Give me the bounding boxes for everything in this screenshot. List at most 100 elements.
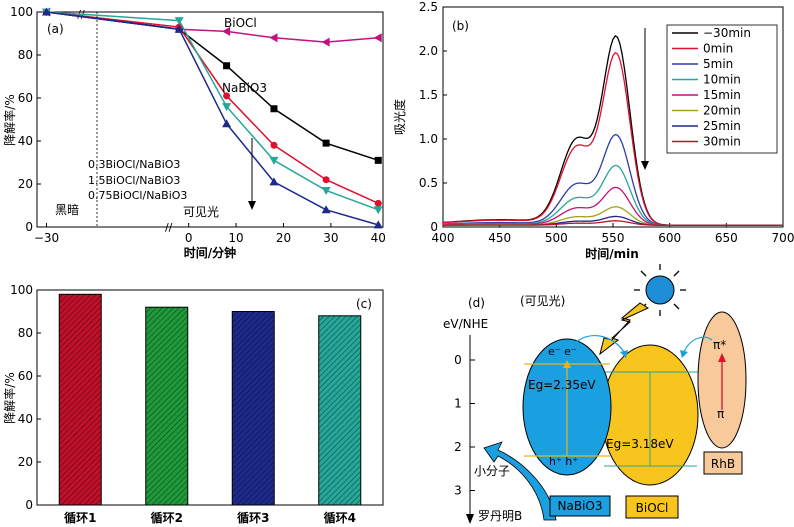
a-series-line [46,11,379,211]
panel-a-label: (a) [47,22,64,36]
a-data-point [373,33,382,43]
a-data-point [41,7,51,16]
a-data-point [322,176,330,184]
panel-d-label: (d) [468,296,485,310]
b-legend-entry: −30min [703,26,751,40]
c-xtick: 循环1 [64,510,96,525]
b-ytick: 0 [430,220,438,234]
electrons-label: e⁻ e⁻ [548,345,577,358]
a-ytick: 0 [25,220,33,234]
holes-label: h⁺ h⁺ [549,455,578,468]
label-dark: 黑暗 [55,202,79,217]
a-ytick: 80 [18,48,33,62]
b-legend-entry: 5min [703,57,733,71]
b-legend-entry: 10min [703,73,741,87]
b-ytick: 1.0 [419,132,438,146]
a-xtick: 10 [228,231,243,245]
a-xtick: −30 [34,231,59,245]
a-xtick: 30 [323,231,338,245]
energy-tick: 1 [454,397,462,411]
c-xtick: 循环3 [237,510,269,525]
b-ytick: 2.0 [419,44,438,58]
b-ytick: 1.5 [419,88,438,102]
a-series-line [46,11,379,43]
energy-tick: 3 [454,484,462,498]
a-data-point [174,24,184,33]
panel-a-xlabel: 时间/分钟 [184,245,236,260]
a-data-point [269,156,279,165]
panel-a: (a) 降解率/% 时间/分钟 −30 0 10 20 30 40020406080100… [2,5,386,260]
a-data-point [373,206,383,215]
a-data-point [374,156,382,164]
a-ytick: 60 [18,91,33,105]
b-legend-entry: 20min [703,104,741,118]
lightning-icon [599,302,650,356]
panel-c-label: (c) [356,297,372,311]
a-series-line [46,11,379,162]
a-ytick: 20 [18,177,33,191]
bioci-box-label: BiOCl [636,501,669,515]
a-data-point [321,205,331,214]
c-xtick: 循环2 [151,510,183,525]
b-xtick: 500 [545,231,568,245]
degradation-arrow [483,441,557,521]
a-data-point [223,92,231,100]
a-xtick: 40 [371,231,386,245]
rhb-box-label: RhB [711,457,735,471]
c-ytick: 20 [18,455,33,469]
bioci-box [625,495,679,519]
a-xtick: 0 [185,231,193,245]
c-ytick: 80 [18,326,33,340]
rhodamine-b-label: 罗丹明B [478,509,522,523]
b-legend-entry: 30min [703,135,741,149]
b-xtick: 700 [772,231,794,245]
a-data-point [222,119,232,128]
a-data-point [322,139,330,147]
b-spectrum-line [442,220,783,226]
panel-c-ylabel: 降解率/% [2,372,17,423]
a-series-line [46,11,379,226]
nabio3-box [549,495,611,517]
a-data-point [222,26,231,36]
panel-b: (b) 吸光度 时间/min 400 450 500 550 600 650 700 0 0.5… [392,0,794,261]
a-xtick: 20 [276,231,291,245]
c-xtick: 循环4 [324,510,356,525]
b-xtick: 550 [602,231,625,245]
b-legend-entry: 15min [703,88,741,102]
panel-a-ylabel: 降解率/% [2,94,17,145]
label-visible-light: 可见光 [183,205,219,219]
c-ytick: 60 [18,369,33,383]
pi-label: π [717,407,724,421]
b-xtick: 650 [715,231,738,245]
nabio3-bandgap-label: Eg=2.35eV [528,378,596,392]
b-ytick: 2.5 [419,0,438,14]
a-data-point [269,177,279,186]
panel-b-ylabel: 吸光度 [392,99,407,135]
a-data-point [223,62,231,70]
panel-b-xlabel: 时间/min [585,246,639,261]
panel-d-title: (可见光) [520,294,565,308]
label-nabio3-series: NaBiO3 [222,81,267,95]
b-xtick: 600 [658,231,681,245]
b-xtick: 400 [432,231,455,245]
a-data-point [270,105,278,113]
b-legend-entry: 0min [703,42,733,56]
a-data-point [174,17,184,26]
a-series-line [46,11,379,205]
c-bar-hatch [145,307,188,505]
a-data-point [321,37,330,47]
energy-tick: 0 [454,353,462,367]
panel-c: (c) 降解率/% 0 20 40 60 80 100 循环1 循环2 循环3 循环4 [2,283,384,525]
c-bar-hatch [232,311,275,505]
a-data-point [373,220,383,229]
a-axis-break: // [165,221,173,234]
c-bar-hatch [59,294,102,505]
b-ytick: 0.5 [419,176,438,190]
a-data-point [269,33,278,43]
a-data-point [374,199,382,207]
c-ytick: 100 [10,283,33,297]
a-ytick: 100 [10,5,33,19]
dye-injection-arrow [683,336,713,353]
small-molecule-label: 小分子 [474,464,510,478]
